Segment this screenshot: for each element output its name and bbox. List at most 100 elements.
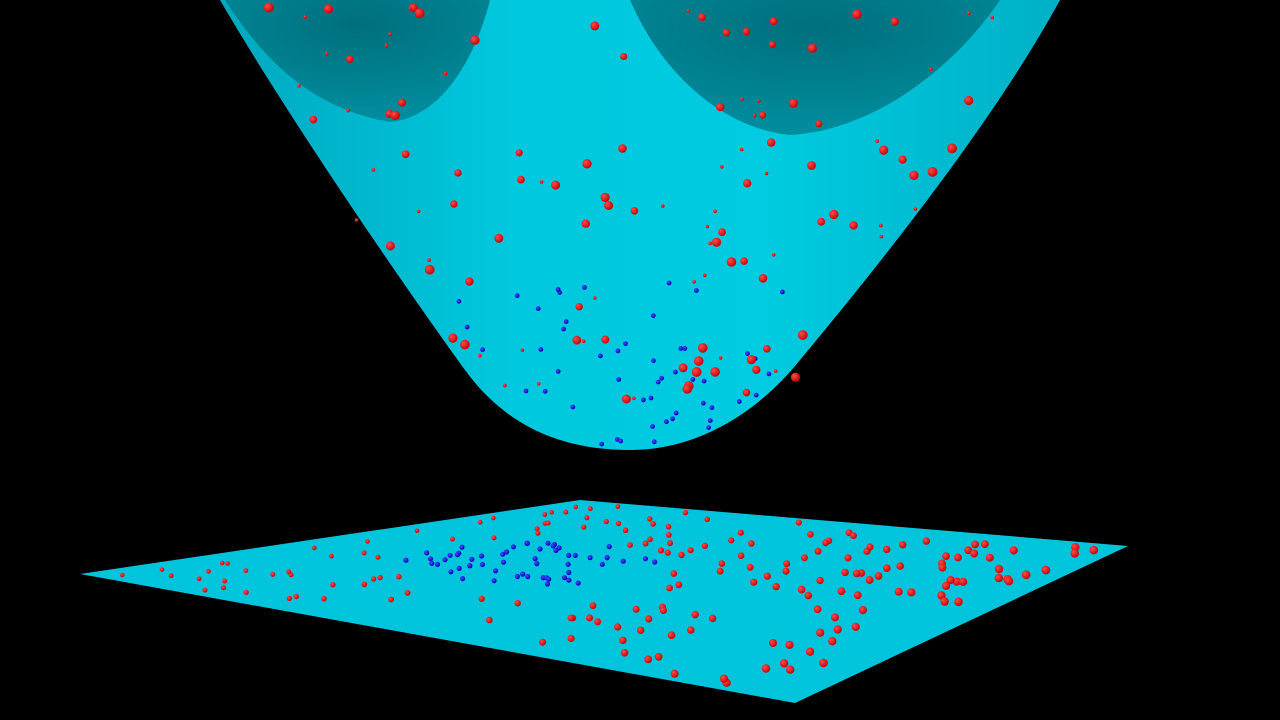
outer-class-point bbox=[615, 504, 621, 509]
outer-class-point bbox=[769, 639, 777, 647]
outer-class-point bbox=[1041, 565, 1051, 575]
outer-class-lifted-point bbox=[711, 237, 722, 247]
outer-class-point bbox=[478, 595, 485, 603]
outer-class-lifted-point bbox=[759, 111, 767, 119]
outer-class-lifted-point bbox=[879, 223, 883, 228]
outer-class-point bbox=[896, 562, 904, 570]
inner-class-point bbox=[442, 557, 448, 563]
outer-class-point bbox=[874, 572, 883, 580]
inner-class-lifted-point bbox=[670, 416, 675, 422]
outer-class-lifted-point bbox=[678, 363, 688, 373]
outer-class-lifted-point bbox=[593, 296, 597, 300]
outer-class-point bbox=[994, 573, 1003, 583]
outer-class-point bbox=[514, 600, 521, 607]
inner-class-point bbox=[424, 550, 430, 556]
outer-class-point bbox=[1021, 570, 1031, 579]
outer-class-point bbox=[270, 571, 276, 577]
inner-class-point bbox=[525, 573, 531, 580]
outer-class-lifted-point bbox=[715, 102, 725, 112]
outer-class-lifted-point bbox=[454, 169, 462, 177]
inner-class-lifted-point bbox=[736, 399, 742, 404]
inner-class-lifted-point bbox=[641, 397, 646, 403]
outer-class-point bbox=[449, 536, 455, 542]
outer-class-point bbox=[865, 576, 874, 584]
outer-class-lifted-point bbox=[913, 207, 918, 211]
outer-class-point bbox=[940, 597, 949, 606]
outer-class-point bbox=[737, 552, 745, 559]
outer-class-point bbox=[206, 568, 211, 574]
outer-class-lifted-point bbox=[388, 32, 393, 36]
outer-class-lifted-point bbox=[581, 339, 586, 344]
outer-class-lifted-point bbox=[450, 200, 458, 208]
outer-class-lifted-point bbox=[756, 99, 761, 103]
outer-class-point bbox=[243, 589, 249, 595]
inner-class-lifted-point bbox=[618, 438, 624, 444]
outer-class-lifted-point bbox=[416, 209, 421, 214]
outer-class-lifted-point bbox=[829, 209, 839, 220]
outer-class-point bbox=[587, 506, 593, 512]
outer-class-lifted-point bbox=[752, 365, 761, 374]
outer-class-point bbox=[716, 567, 724, 575]
outer-class-point bbox=[831, 613, 839, 622]
outer-class-point bbox=[321, 595, 327, 602]
outer-class-point bbox=[922, 537, 930, 545]
inner-class-point bbox=[550, 543, 556, 549]
outer-class-lifted-point bbox=[470, 35, 480, 45]
inner-class-point bbox=[493, 568, 499, 574]
outer-class-point bbox=[816, 576, 824, 585]
outer-class-lifted-point bbox=[720, 165, 724, 169]
outer-class-lifted-point bbox=[927, 167, 938, 177]
outer-class-point bbox=[622, 527, 629, 534]
outer-class-point bbox=[851, 622, 860, 632]
outer-class-point bbox=[645, 615, 653, 623]
outer-class-lifted-point bbox=[346, 55, 354, 63]
outer-class-lifted-point bbox=[768, 41, 777, 49]
inner-class-lifted-point bbox=[582, 285, 587, 290]
inner-class-point bbox=[427, 556, 434, 562]
outer-class-point bbox=[704, 516, 710, 523]
inner-class-lifted-point bbox=[555, 369, 561, 374]
outer-class-point bbox=[971, 540, 979, 549]
inner-class-point bbox=[469, 556, 475, 562]
inner-class-lifted-point bbox=[561, 326, 566, 332]
outer-class-point bbox=[620, 649, 629, 657]
outer-class-point bbox=[539, 638, 547, 646]
outer-class-point bbox=[785, 640, 794, 649]
outer-class-lifted-point bbox=[604, 201, 614, 210]
inner-class-point bbox=[534, 561, 540, 567]
outer-class-point bbox=[225, 561, 230, 566]
outer-class-point bbox=[981, 540, 989, 548]
outer-class-point bbox=[841, 568, 849, 577]
outer-class-lifted-point bbox=[713, 209, 717, 214]
paraboloid-points bbox=[263, 2, 994, 447]
outer-class-point bbox=[168, 573, 174, 579]
inner-class-point bbox=[403, 557, 409, 563]
inner-class-lifted-point bbox=[709, 405, 715, 411]
outer-class-point bbox=[687, 547, 694, 554]
outer-class-lifted-point bbox=[797, 330, 808, 340]
outer-class-point bbox=[819, 658, 828, 668]
outer-class-lifted-point bbox=[601, 335, 610, 344]
outer-class-lifted-point bbox=[515, 149, 523, 157]
inner-class-point bbox=[587, 555, 593, 561]
outer-class-point bbox=[678, 551, 685, 559]
outer-class-point bbox=[763, 572, 771, 580]
outer-class-lifted-point bbox=[722, 28, 731, 37]
outer-class-lifted-point bbox=[385, 241, 395, 251]
outer-class-point bbox=[772, 582, 780, 591]
outer-class-lifted-point bbox=[718, 228, 726, 237]
outer-class-lifted-point bbox=[575, 303, 583, 311]
outer-class-lifted-point bbox=[875, 139, 879, 143]
outer-class-lifted-point bbox=[503, 383, 507, 388]
outer-class-lifted-point bbox=[582, 159, 592, 169]
outer-class-point bbox=[594, 618, 602, 626]
outer-class-lifted-point bbox=[807, 161, 816, 170]
inner-class-point bbox=[565, 561, 571, 567]
outer-class-lifted-point bbox=[752, 113, 757, 118]
outer-class-lifted-point bbox=[817, 217, 826, 226]
outer-class-point bbox=[312, 545, 317, 551]
outer-class-point bbox=[964, 546, 973, 555]
outer-class-point bbox=[221, 585, 226, 591]
outer-class-point bbox=[563, 509, 569, 515]
outer-class-lifted-point bbox=[371, 168, 376, 172]
